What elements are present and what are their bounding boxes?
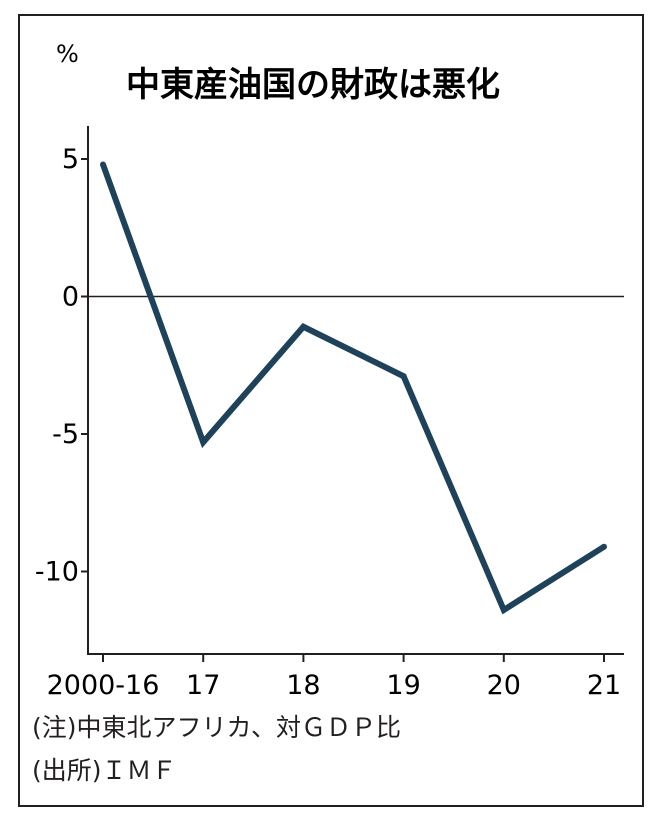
- data-point: [100, 161, 106, 168]
- y-tick-label: -10: [35, 557, 79, 588]
- x-tick-label: 20: [487, 670, 521, 701]
- x-tick-label: 18: [286, 670, 320, 701]
- data-point: [601, 543, 607, 550]
- source-text: (出所)ＩＭＦ: [32, 756, 177, 785]
- y-tick-label: 0: [62, 282, 79, 313]
- chart-title: 中東産油国の財政は悪化: [126, 65, 500, 105]
- note-text: (注)中東北アフリカ、対ＧＤＰ比: [32, 713, 402, 742]
- x-tick-label: 19: [386, 670, 420, 701]
- data-point: [300, 323, 307, 330]
- y-axis-unit: %: [56, 40, 79, 68]
- x-ticks: 2000-16 17 18 19 20 21: [47, 654, 621, 701]
- data-point: [200, 439, 207, 446]
- data-point: [400, 373, 407, 380]
- x-tick-label: 2000-16: [47, 670, 160, 701]
- data-points: [100, 161, 607, 613]
- y-ticks: 5 0 -5 -10: [35, 144, 88, 588]
- chart-frame: [18, 14, 644, 807]
- y-tick-label: -5: [52, 419, 79, 450]
- data-point: [500, 607, 507, 613]
- y-tick-label: 5: [62, 144, 79, 175]
- x-tick-label: 21: [587, 670, 621, 701]
- x-tick-label: 17: [186, 670, 220, 701]
- series-line: [100, 163, 606, 615]
